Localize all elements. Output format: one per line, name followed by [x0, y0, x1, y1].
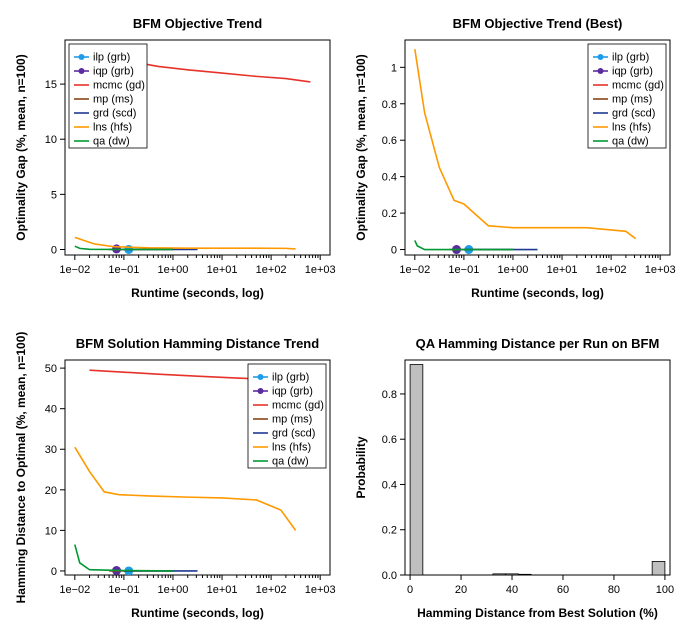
svg-text:1e−01: 1e−01	[108, 584, 139, 596]
svg-text:mp (ms): mp (ms)	[93, 94, 133, 106]
svg-text:lns (hfs): lns (hfs)	[272, 442, 311, 454]
svg-text:iqp (grb): iqp (grb)	[612, 66, 653, 78]
svg-text:mcmc (gd): mcmc (gd)	[93, 80, 145, 92]
svg-text:BFM Objective Trend (Best): BFM Objective Trend (Best)	[453, 16, 623, 31]
svg-text:40: 40	[506, 584, 518, 596]
panel-bottom-left: BFM Solution Hamming Distance Trend 0 10 20…	[10, 330, 340, 630]
svg-text:1e+00: 1e+00	[158, 264, 189, 276]
svg-text:0.2: 0.2	[382, 208, 397, 220]
svg-text:1e+03: 1e+03	[305, 584, 336, 596]
svg-text:grd (scd): grd (scd)	[93, 108, 136, 120]
svg-text:0.2: 0.2	[382, 525, 397, 537]
svg-text:15: 15	[45, 79, 57, 91]
svg-text:grd (scd): grd (scd)	[272, 428, 315, 440]
svg-text:0.4: 0.4	[382, 172, 397, 184]
svg-text:ilp (grb): ilp (grb)	[93, 52, 130, 64]
svg-text:Runtime (seconds, log): Runtime (seconds, log)	[131, 606, 264, 620]
svg-text:mcmc (gd): mcmc (gd)	[272, 400, 324, 412]
svg-text:0.8: 0.8	[382, 389, 397, 401]
svg-text:1e+02: 1e+02	[256, 264, 287, 276]
svg-text:Runtime (seconds, log): Runtime (seconds, log)	[131, 286, 264, 300]
svg-text:20: 20	[45, 485, 57, 497]
svg-text:1e+01: 1e+01	[207, 584, 238, 596]
svg-text:0.6: 0.6	[382, 135, 397, 147]
svg-text:iqp (grb): iqp (grb)	[93, 66, 134, 78]
svg-text:Runtime (seconds, log): Runtime (seconds, log)	[471, 286, 604, 300]
svg-text:qa (dw): qa (dw)	[612, 136, 649, 148]
svg-text:1: 1	[391, 62, 397, 74]
svg-text:Hamming Distance to Optimal (%: Hamming Distance to Optimal (%, mean, n=…	[14, 332, 28, 604]
svg-text:40: 40	[45, 404, 57, 416]
svg-text:60: 60	[557, 584, 569, 596]
svg-text:1e+02: 1e+02	[256, 584, 287, 596]
svg-text:Hamming Distance from Best Sol: Hamming Distance from Best Solution (%)	[417, 606, 658, 620]
svg-text:10: 10	[45, 525, 57, 537]
svg-text:BFM Objective Trend: BFM Objective Trend	[133, 16, 262, 31]
svg-text:1e+01: 1e+01	[547, 264, 578, 276]
svg-text:1e−01: 1e−01	[108, 264, 139, 276]
svg-text:BFM Solution Hamming Distance: BFM Solution Hamming Distance Trend	[76, 336, 319, 351]
svg-text:0.4: 0.4	[382, 479, 397, 491]
svg-text:0.8: 0.8	[382, 99, 397, 111]
panel-bottom-right: QA Hamming Distance per Run on BFM 0.0 0.2…	[350, 330, 680, 630]
svg-text:0: 0	[51, 566, 57, 578]
svg-text:1e+01: 1e+01	[207, 264, 238, 276]
svg-text:qa (dw): qa (dw)	[272, 456, 309, 468]
svg-text:1e−01: 1e−01	[448, 264, 479, 276]
svg-text:0.6: 0.6	[382, 434, 397, 446]
svg-text:Optimality Gap (%, mean, n=100: Optimality Gap (%, mean, n=100)	[354, 54, 368, 240]
panel-top-right: BFM Objective Trend (Best) 0 0.2 0.4 0.6 0.8 1…	[350, 10, 680, 310]
svg-text:0: 0	[391, 245, 397, 257]
svg-text:mp (ms): mp (ms)	[612, 94, 652, 106]
svg-text:mcmc (gd): mcmc (gd)	[612, 80, 664, 92]
svg-text:1e+03: 1e+03	[645, 264, 676, 276]
svg-text:5: 5	[51, 189, 57, 201]
svg-text:10: 10	[45, 134, 57, 146]
svg-text:1e+00: 1e+00	[158, 584, 189, 596]
svg-text:20: 20	[455, 584, 467, 596]
panel-top-left: BFM Objective Trend 0 5 10 15 1e−02 1e−01 1e+00…	[10, 10, 340, 310]
svg-text:qa (dw): qa (dw)	[93, 136, 130, 148]
svg-text:grd (scd): grd (scd)	[612, 108, 655, 120]
svg-text:1e+00: 1e+00	[498, 264, 529, 276]
svg-text:0: 0	[407, 584, 413, 596]
svg-text:ilp (grb): ilp (grb)	[612, 52, 649, 64]
svg-text:iqp (grb): iqp (grb)	[272, 386, 313, 398]
svg-text:mp (ms): mp (ms)	[272, 414, 312, 426]
svg-text:ilp (grb): ilp (grb)	[272, 372, 309, 384]
svg-text:0: 0	[51, 244, 57, 256]
svg-text:80: 80	[608, 584, 620, 596]
svg-text:lns (hfs): lns (hfs)	[612, 122, 651, 134]
svg-text:Optimality Gap (%, mean, n=100: Optimality Gap (%, mean, n=100)	[14, 54, 28, 240]
svg-text:1e−02: 1e−02	[59, 264, 90, 276]
svg-text:QA Hamming Distance per Run on: QA Hamming Distance per Run on BFM	[416, 336, 660, 351]
svg-text:30: 30	[45, 444, 57, 456]
svg-text:100: 100	[656, 584, 674, 596]
svg-text:1e+02: 1e+02	[596, 264, 627, 276]
svg-text:1e−02: 1e−02	[399, 264, 430, 276]
svg-text:50: 50	[45, 363, 57, 375]
svg-text:1e−02: 1e−02	[59, 584, 90, 596]
svg-text:1e+03: 1e+03	[305, 264, 336, 276]
svg-text:0.0: 0.0	[382, 570, 397, 582]
chart-grid: BFM Objective Trend0510151e−021e−011e+00…	[10, 10, 675, 630]
svg-text:Probability: Probability	[354, 436, 368, 498]
svg-text:lns (hfs): lns (hfs)	[93, 122, 132, 134]
